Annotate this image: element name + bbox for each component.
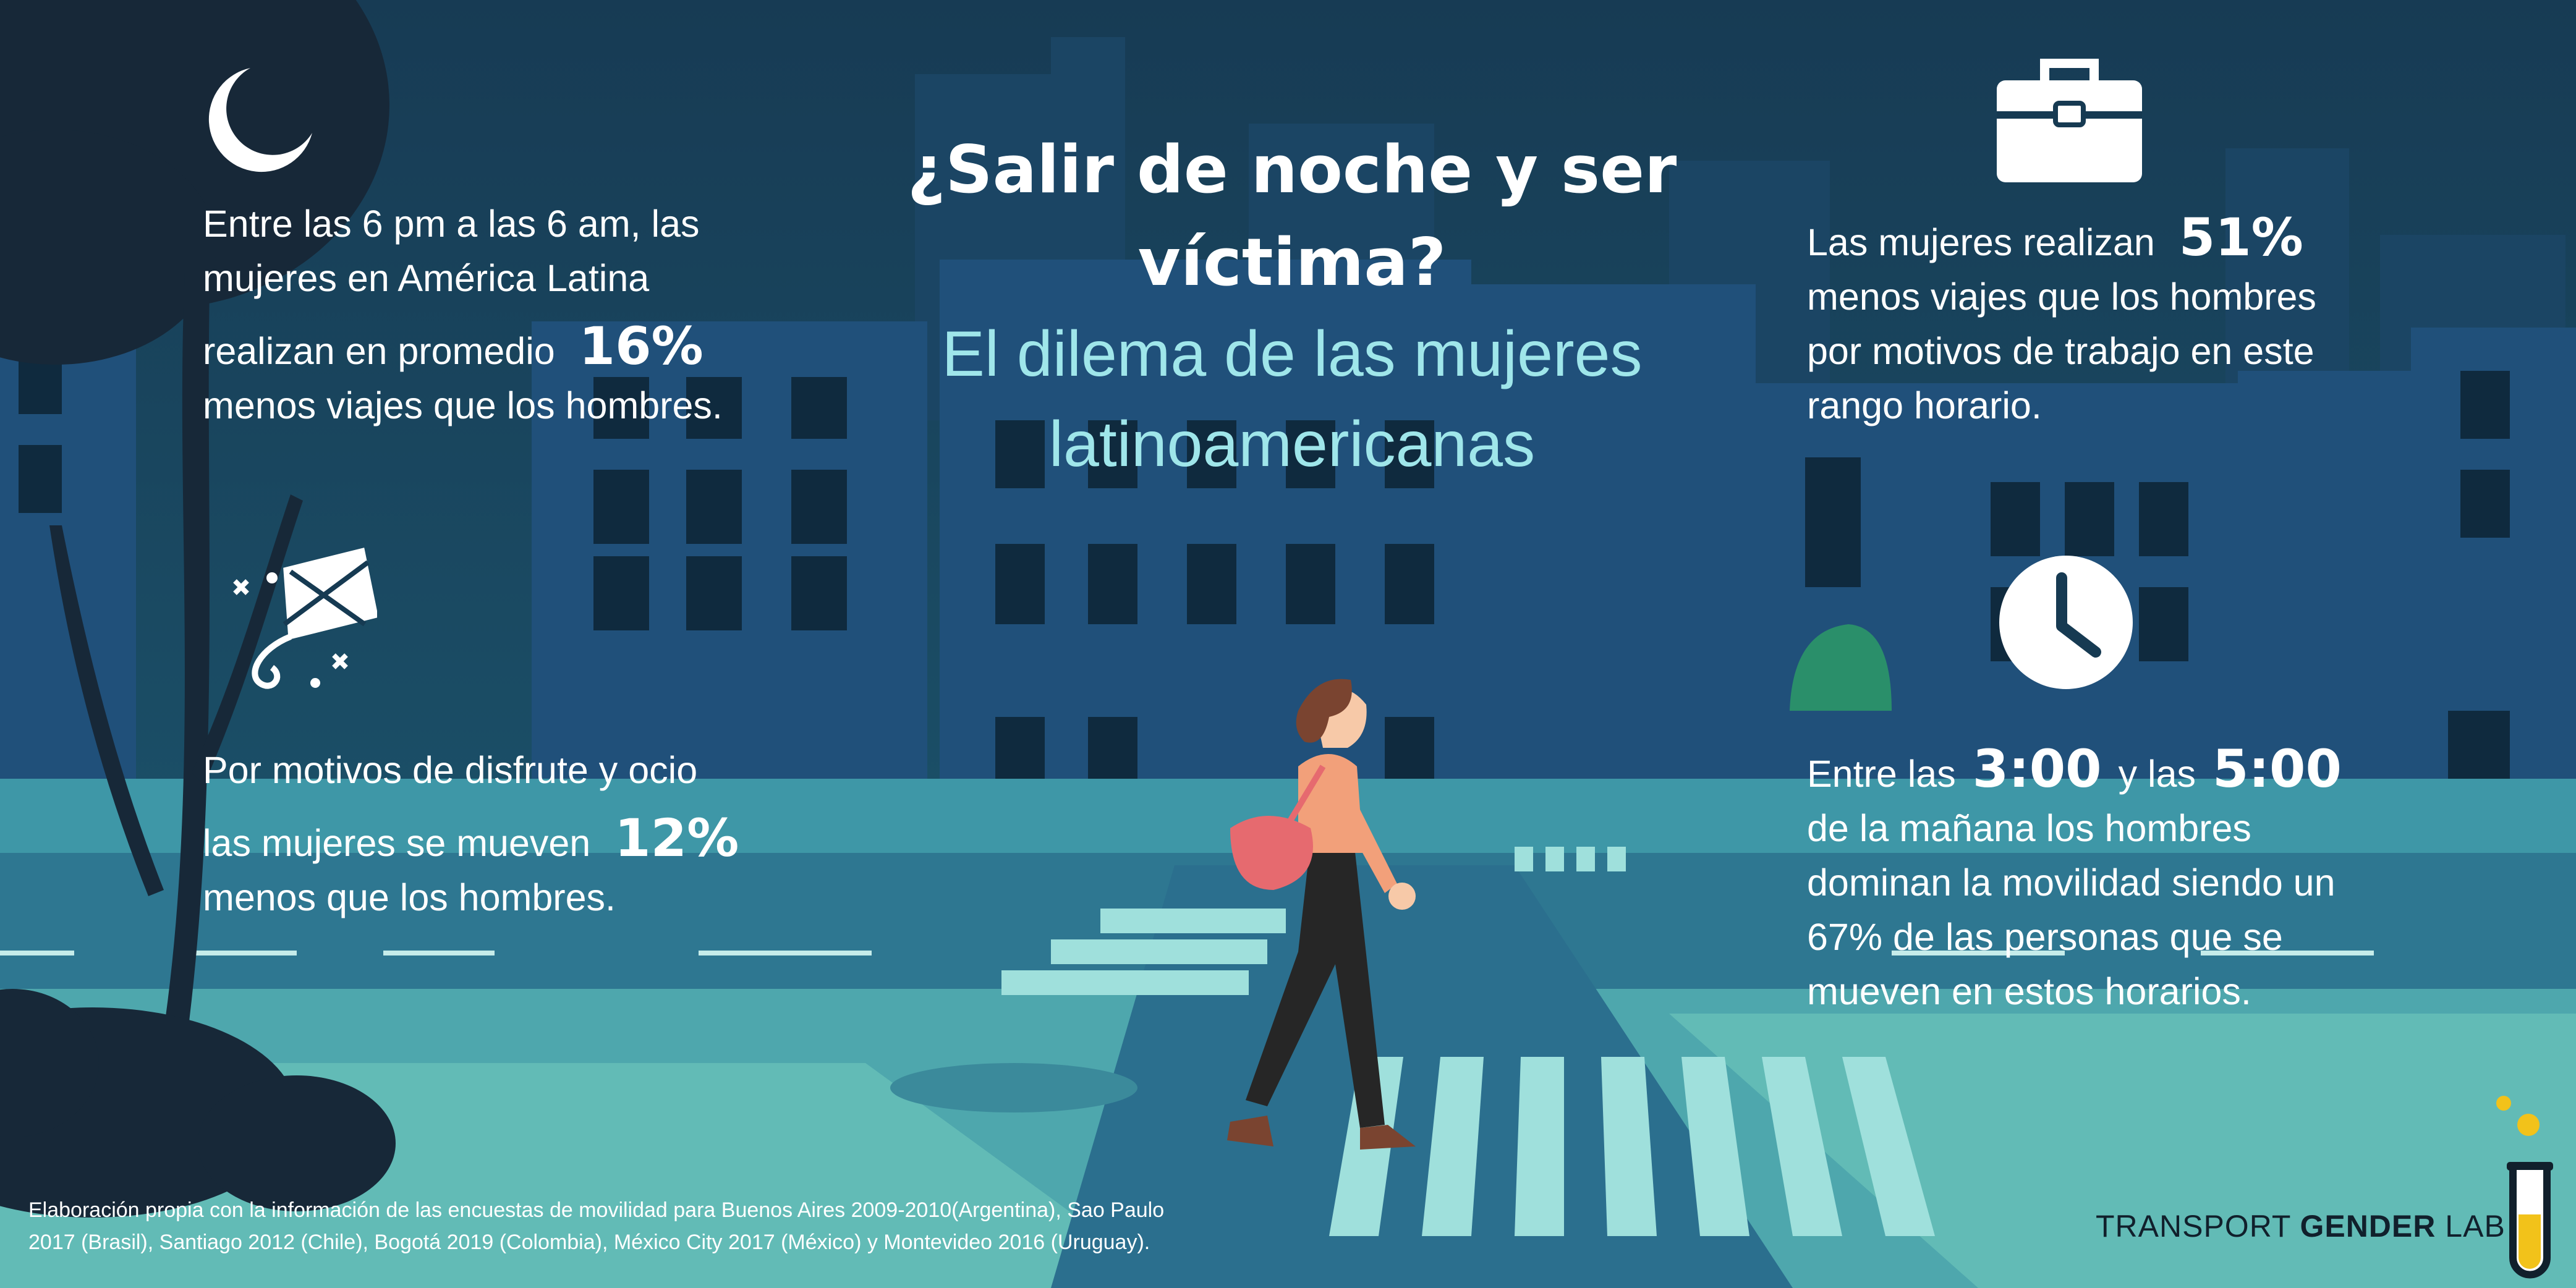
stat-work-block: Las mujeres realizan 51% menos viajes qu…	[1807, 210, 2456, 433]
source-note-line-2: 2017 (Brasil), Santiago 2012 (Chile), Bo…	[28, 1231, 1150, 1254]
stat-leisure-line-2: las mujeres se mueven 12%	[203, 811, 821, 870]
page-title: ¿Salir de noche y ser víctima?	[865, 124, 1719, 309]
stat-hours-time-2: 5:00	[2212, 739, 2342, 799]
page-subtitle: El dilema de las mujeres latinoamericana…	[865, 309, 1719, 489]
briefcase-icon	[1997, 59, 2142, 182]
stat-leisure-value: 12%	[614, 808, 739, 868]
stat-hours-block: Entre las 3:00 y las 5:00 de la mañana l…	[1807, 742, 2475, 1019]
stat-leisure-line-3: menos que los hombres.	[203, 876, 616, 918]
stat-leisure-line-1: Por motivos de disfrute y ocio	[203, 749, 698, 791]
stat-hours-line-1: Entre las 3:00 y las 5:00	[1807, 742, 2475, 801]
stat-work-line-1: Las mujeres realizan 51%	[1807, 210, 2456, 269]
brand-part-3: LAB	[2445, 1209, 2506, 1244]
stat-night-block: Entre las 6 pm a las 6 am, las mujeres e…	[203, 197, 821, 433]
source-note-line-1: Elaboración propia con la información de…	[28, 1198, 1165, 1222]
stat-leisure-pre: las mujeres se mueven	[203, 822, 591, 864]
subtitle-line-1: El dilema de las mujeres	[942, 318, 1643, 390]
brand-part-2: GENDER	[2300, 1209, 2436, 1244]
stat-hours-time-1: 3:00	[1972, 739, 2102, 799]
kite-icon	[233, 548, 377, 689]
stat-night-line-3: realizan en promedio 16%	[203, 319, 821, 378]
stat-night-pre: realizan en promedio	[203, 330, 555, 372]
stat-night-line-2: mujeres en América Latina	[203, 257, 650, 299]
stat-hours-line-2: de la mañana los hombres	[1807, 807, 2251, 849]
stat-hours-line-5: mueven en estos horarios.	[1807, 970, 2251, 1012]
subtitle-line-2: latinoamericanas	[1048, 409, 1536, 480]
stat-hours-line-3: dominan la movilidad siendo un	[1807, 862, 2336, 904]
stat-hours-line-4: 67% de las personas que se	[1807, 916, 2283, 958]
stat-hours-pre: Entre las	[1807, 753, 1956, 795]
stat-work-pre: Las mujeres realizan	[1807, 221, 2155, 263]
stat-night-value: 16%	[579, 316, 704, 376]
brand-part-1: TRANSPORT	[2096, 1209, 2291, 1244]
clock-icon	[1999, 556, 2133, 689]
source-note: Elaboración propia con la información de…	[28, 1194, 1314, 1258]
title-line-2: víctima?	[1137, 224, 1447, 300]
stat-night-line-1: Entre las 6 pm a las 6 am, las	[203, 203, 700, 245]
test-tube-icon	[2496, 1096, 2553, 1279]
stat-work-value: 51%	[2179, 207, 2303, 268]
stat-work-line-4: rango horario.	[1807, 384, 2042, 426]
stat-work-line-2: menos viajes que los hombres	[1807, 276, 2316, 318]
stat-night-line-4: menos viajes que los hombres.	[203, 384, 723, 426]
stat-work-line-3: por motivos de trabajo en este	[1807, 330, 2315, 372]
stat-leisure-block: Por motivos de disfrute y ocio las mujer…	[203, 743, 821, 925]
moon-icon	[208, 68, 312, 172]
walking-woman-illustration	[1227, 679, 1416, 1150]
stat-hours-mid: y las	[2118, 753, 2196, 795]
title-line-1: ¿Salir de noche y ser	[907, 132, 1677, 208]
brand-logo-text: TRANSPORT GENDER LAB	[2096, 1208, 2506, 1244]
